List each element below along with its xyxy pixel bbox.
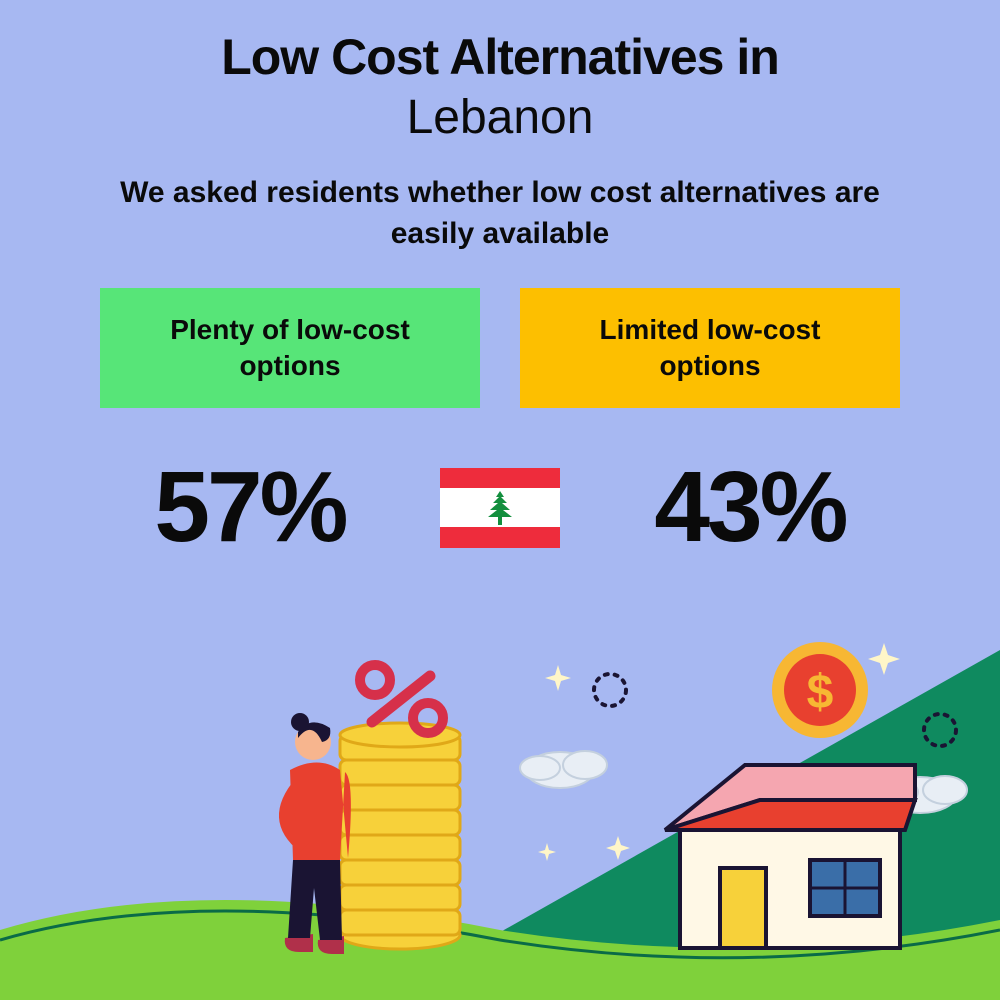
cloud-left [520,751,607,788]
title-block: Low Cost Alternatives in Lebanon [0,0,1000,145]
option-limited-label: Limited low-cost options [550,312,870,385]
flag-stripe-top [440,468,560,489]
illustration: $ [0,620,1000,1000]
coin-stack-icon [340,723,460,949]
house-door [720,868,766,948]
options-row: Plenty of low-cost options Limited low-c… [0,288,1000,408]
stat-right: 43% [600,450,900,565]
stats-row: 57% 43% [0,450,1000,565]
flag-stripe-bottom [440,527,560,548]
cedar-tree-icon [480,489,520,527]
house-icon [665,765,915,948]
option-limited: Limited low-cost options [520,288,900,408]
infographic-canvas: Low Cost Alternatives in Lebanon We aske… [0,0,1000,1000]
option-plenty: Plenty of low-cost options [100,288,480,408]
title-line2: Lebanon [0,90,1000,145]
lebanon-flag-icon [440,468,560,548]
svg-text:$: $ [807,666,834,719]
stat-left: 57% [100,450,400,565]
option-plenty-label: Plenty of low-cost options [130,312,450,385]
dollar-coin-icon: $ [772,642,868,738]
title-line1: Low Cost Alternatives in [0,28,1000,86]
subtitle: We asked residents whether low cost alte… [110,173,890,254]
person-bun [291,713,309,731]
